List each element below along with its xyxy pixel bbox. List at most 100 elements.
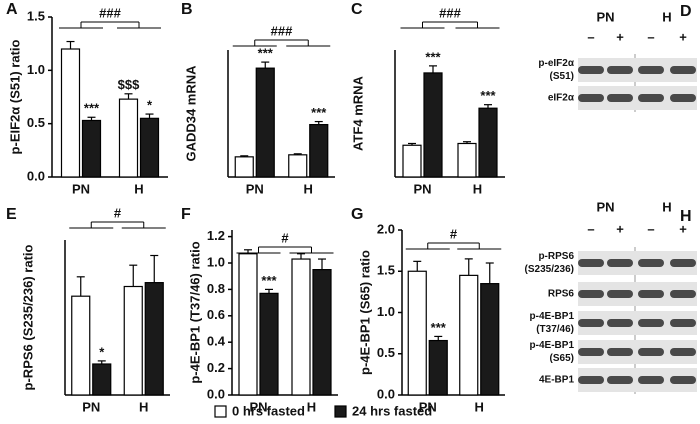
blot-group: PN [596,9,614,24]
bracket-label: # [450,226,458,241]
blot-band [638,290,664,298]
blot-row-label: (S235/236) [525,264,574,275]
bar [81,119,102,178]
lane-label: + [616,221,624,236]
bracket-label: ### [439,5,461,20]
blot-band [670,319,696,327]
blot-row-label: RPS6 [548,289,575,300]
panel-letter: A [6,1,18,18]
blot-row-label: (S65) [550,353,574,364]
x-tick-label: H [304,181,313,196]
blot-row-label: (T37/46) [536,324,574,335]
x-tick-label: PN [82,399,100,414]
legend-label: 0 hrs fasted [232,403,305,418]
panel-letter: G [351,206,363,223]
bar [402,144,422,178]
bar [259,292,279,396]
blot-band [578,259,604,267]
blot-band [578,290,604,298]
blot-row-label: p-eIF2α [538,58,574,69]
bar [139,117,160,178]
bar [291,258,311,396]
legend-swatch [334,405,347,418]
blot-band [670,376,696,384]
lane-label: – [647,29,654,44]
y-tick-label: 0.2 [207,360,225,375]
blot-band [578,376,604,384]
lane-label: – [587,221,594,236]
y-tick-label: 1.0 [207,254,225,269]
bracket-label: ### [271,23,293,38]
significance: $$$ [118,77,140,92]
x-tick-label: PN [249,399,267,414]
blot-band [638,259,664,267]
blot-band [638,94,664,102]
blot-band [607,290,633,298]
x-tick-label: H [139,399,148,414]
x-tick-label: H [134,181,143,196]
legend-label: 24 hrs fasted [352,403,432,418]
significance: *** [261,273,277,288]
bar [288,154,308,178]
y-tick-label: 0.8 [207,281,225,296]
significance: * [147,98,153,113]
blot-band [607,348,633,356]
bracket-label: ### [99,5,121,20]
bar [407,270,427,396]
y-axis-label: p-EIF2α (S51) ratio [7,39,22,154]
x-tick-label: PN [246,181,264,196]
bracket-label: # [114,205,122,220]
bar [423,72,443,178]
blot-band [670,259,696,267]
panel-letter: B [181,1,193,18]
x-tick-label: H [473,181,482,196]
y-tick-label: 0.0 [377,386,395,401]
significance: *** [431,320,447,335]
blot-band [638,348,664,356]
bar [71,295,91,396]
bar [309,123,329,178]
y-tick-label: 1.0 [27,62,45,77]
bar [255,67,275,178]
blot-band [670,348,696,356]
y-tick-label: 1.2 [207,228,225,243]
x-tick-label: PN [72,181,90,196]
bar [312,269,332,396]
blot-band [607,259,633,267]
blot-row-label: p-RPS6 [538,251,574,262]
y-tick-label: 1.5 [27,8,45,23]
bar [457,142,477,178]
blot-group: H [662,199,671,214]
y-tick-label: 0.4 [207,334,226,349]
blot-band [578,319,604,327]
bar [60,48,81,178]
lane-label: + [679,29,687,44]
y-tick-label: 0.5 [27,115,45,130]
bar [234,156,254,178]
y-axis-label: p-4E-BP1 (T37/46) ratio [187,241,202,383]
blot-row-label: p-4E-BP1 [530,311,575,322]
blot-band [670,94,696,102]
bar [238,253,258,396]
bar [144,282,164,396]
significance: *** [258,46,274,61]
blot-band [670,290,696,298]
blot-band [638,66,664,74]
blot-band [607,94,633,102]
y-tick-label: 1.5 [377,263,395,278]
y-axis-label: ATF4 mRNA [350,75,365,150]
significance: *** [480,88,496,103]
bar [92,363,112,396]
blot-band [638,376,664,384]
bar [480,283,500,396]
panel-letter: E [6,206,17,223]
panel-letter: F [181,206,191,223]
panel-letter: H [680,208,692,225]
lane-label: + [679,221,687,236]
x-tick-label: PN [419,399,437,414]
bar [459,274,479,396]
y-axis-label: GADD34 mRNA [183,65,198,162]
blot-band [670,66,696,74]
lane-label: + [616,29,624,44]
